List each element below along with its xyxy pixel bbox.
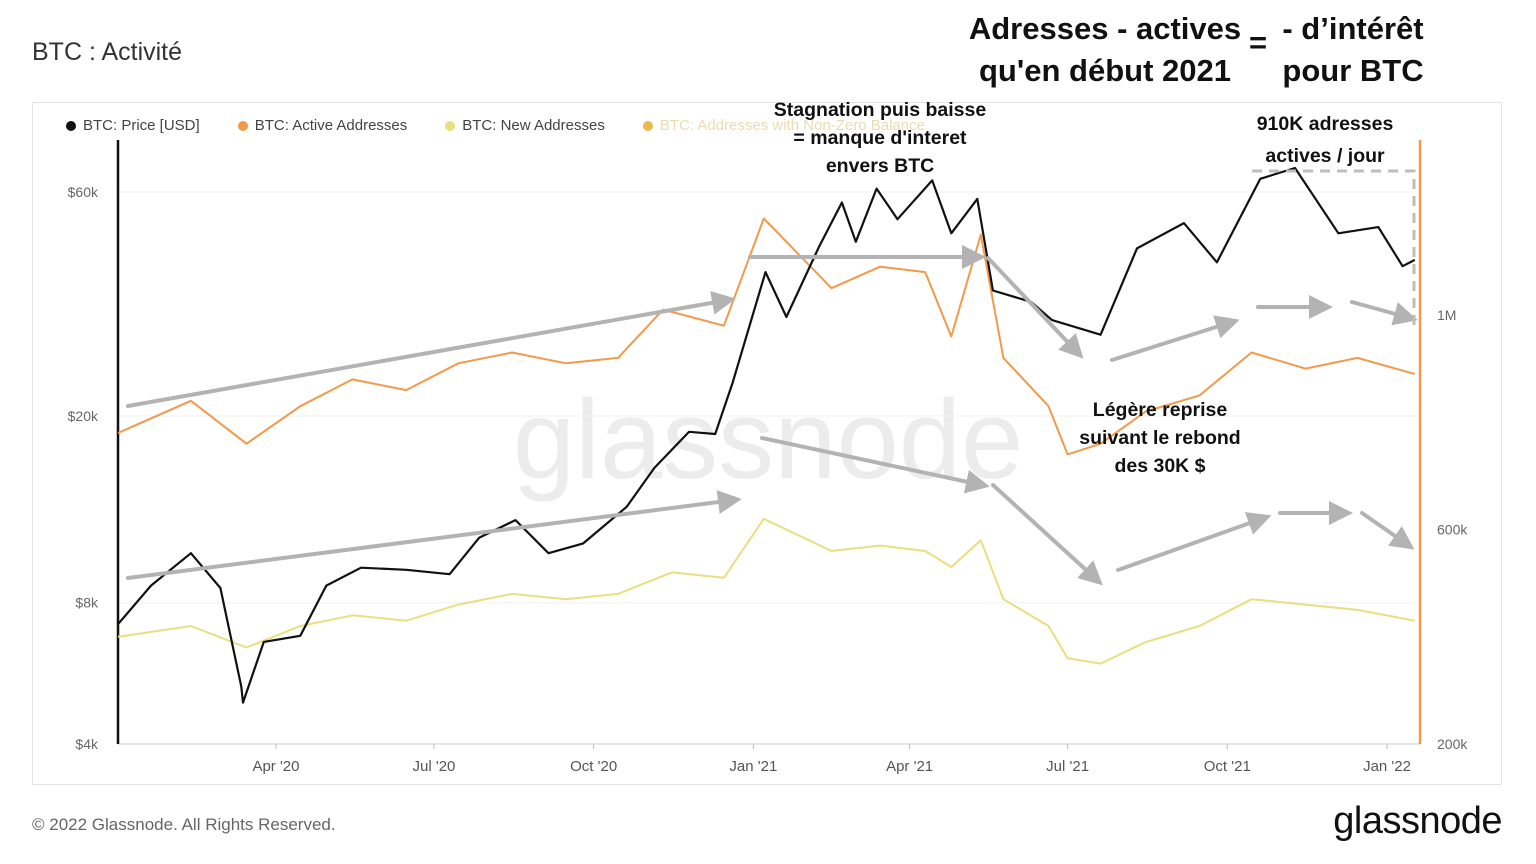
- trend-arrows: [126, 169, 1418, 586]
- annotation-peak-line-2: actives / jour: [1265, 145, 1385, 167]
- annotation-reprise-line-3: des 30K $: [1114, 455, 1206, 477]
- legend-item-new-addresses[interactable]: BTC: New Addresses: [445, 117, 605, 134]
- legend-label-new-addresses: BTC: New Addresses: [462, 117, 605, 134]
- x-tick-label: Apr '20: [252, 758, 299, 775]
- glassnode-logo: glassnode: [1333, 800, 1502, 842]
- trend-arrow-8: [991, 483, 1103, 586]
- header-right: - d’intérêt pour BTC: [1268, 8, 1438, 92]
- trend-arrow-6: [126, 490, 742, 580]
- y-right-tick-label: 200k: [1437, 736, 1468, 752]
- x-tick-label: Jul '21: [1046, 758, 1089, 775]
- series-line-active-addresses: [117, 217, 1416, 456]
- legend-label-active-addresses: BTC: Active Addresses: [254, 117, 408, 134]
- header-left-line-1: Adresses - actives: [968, 11, 1242, 46]
- header-left: Adresses - actives qu'en début 2021: [960, 8, 1250, 92]
- header-equals: =: [1248, 25, 1268, 60]
- legend-item-active-addresses[interactable]: BTC: Active Addresses: [237, 117, 408, 134]
- x-tick-label: Jul '20: [413, 758, 456, 775]
- trend-arrow-2: [986, 256, 1084, 359]
- x-tick-label: Oct '20: [570, 758, 617, 775]
- legend-dot-price: [66, 120, 76, 131]
- trend-arrow-7: [760, 436, 990, 494]
- annotation-peak: 910K adresses actives / jour: [1230, 108, 1420, 172]
- annotation-stagnation-line-3: envers BTC: [825, 155, 935, 177]
- page-title: BTC : Activité: [32, 38, 183, 66]
- x-tick-label: Jan '21: [729, 758, 777, 775]
- legend: BTC: Price [USD] BTC: Active Addresses B…: [66, 117, 963, 134]
- annotation-stagnation-line-1: Stagnation puis baisse: [773, 99, 987, 121]
- trend-arrow-9: [1116, 512, 1272, 572]
- header-right-line-1: - d’intérêt: [1282, 11, 1424, 46]
- legend-dot-new-addresses: [445, 120, 456, 131]
- x-tick-label: Jan '22: [1363, 758, 1411, 775]
- series-line-price: [117, 166, 1416, 704]
- y-left-tick-label: $60k: [68, 184, 99, 200]
- x-tick-label: Oct '21: [1204, 758, 1251, 775]
- annotation-peak-line-1: 910K adresses: [1256, 113, 1394, 135]
- series-lines: [117, 166, 1416, 704]
- y-right-tick-label: 1M: [1437, 307, 1456, 323]
- legend-dot-active-addresses: [237, 120, 248, 131]
- legend-item-price[interactable]: BTC: Price [USD]: [66, 117, 200, 134]
- header-right-line-2: pour BTC: [1282, 53, 1424, 88]
- axes: $60k $20k $8k $4k 1M 600k 200k Apr '20 Jul '20 Oc…: [68, 140, 1468, 775]
- y-left-tick-label: $4k: [75, 736, 99, 752]
- legend-item-non-zero-balance[interactable]: BTC: Addresses with Non-Zero Balance: [642, 117, 925, 134]
- y-left-tick-label: $8k: [75, 595, 99, 611]
- legend-label-price: BTC: Price [USD]: [83, 117, 200, 134]
- y-left-tick-label: $20k: [68, 408, 99, 424]
- series-line-new-addresses: [117, 517, 1415, 665]
- header-left-line-2: qu'en début 2021: [979, 53, 1231, 88]
- annotation-stagnation: Stagnation puis baisse = manque d'intere…: [760, 96, 1000, 180]
- y-right-tick-label: 600k: [1437, 522, 1468, 538]
- chart-frame: [32, 102, 1502, 785]
- trend-arrow-3: [1110, 315, 1240, 362]
- trend-arrow-0: [126, 290, 736, 408]
- annotation-reprise-line-1: Légère reprise: [1092, 399, 1228, 421]
- trend-arrow-11: [1360, 511, 1415, 550]
- legend-dot-non-zero-balance: [642, 120, 653, 131]
- copyright-footer: © 2022 Glassnode. All Rights Reserved.: [32, 815, 336, 834]
- trend-arrow-5: [1350, 300, 1418, 326]
- annotation-reprise-line-2: suivant le rebond: [1079, 427, 1241, 449]
- annotation-stagnation-line-2: = manque d'interet: [793, 127, 967, 149]
- legend-label-non-zero-balance: BTC: Addresses with Non-Zero Balance: [659, 117, 925, 134]
- x-tick-label: Apr '21: [886, 758, 933, 775]
- peak-dashed-bracket: [1252, 169, 1416, 328]
- annotation-reprise: Légère reprise suivant le rebond des 30K…: [1060, 396, 1260, 480]
